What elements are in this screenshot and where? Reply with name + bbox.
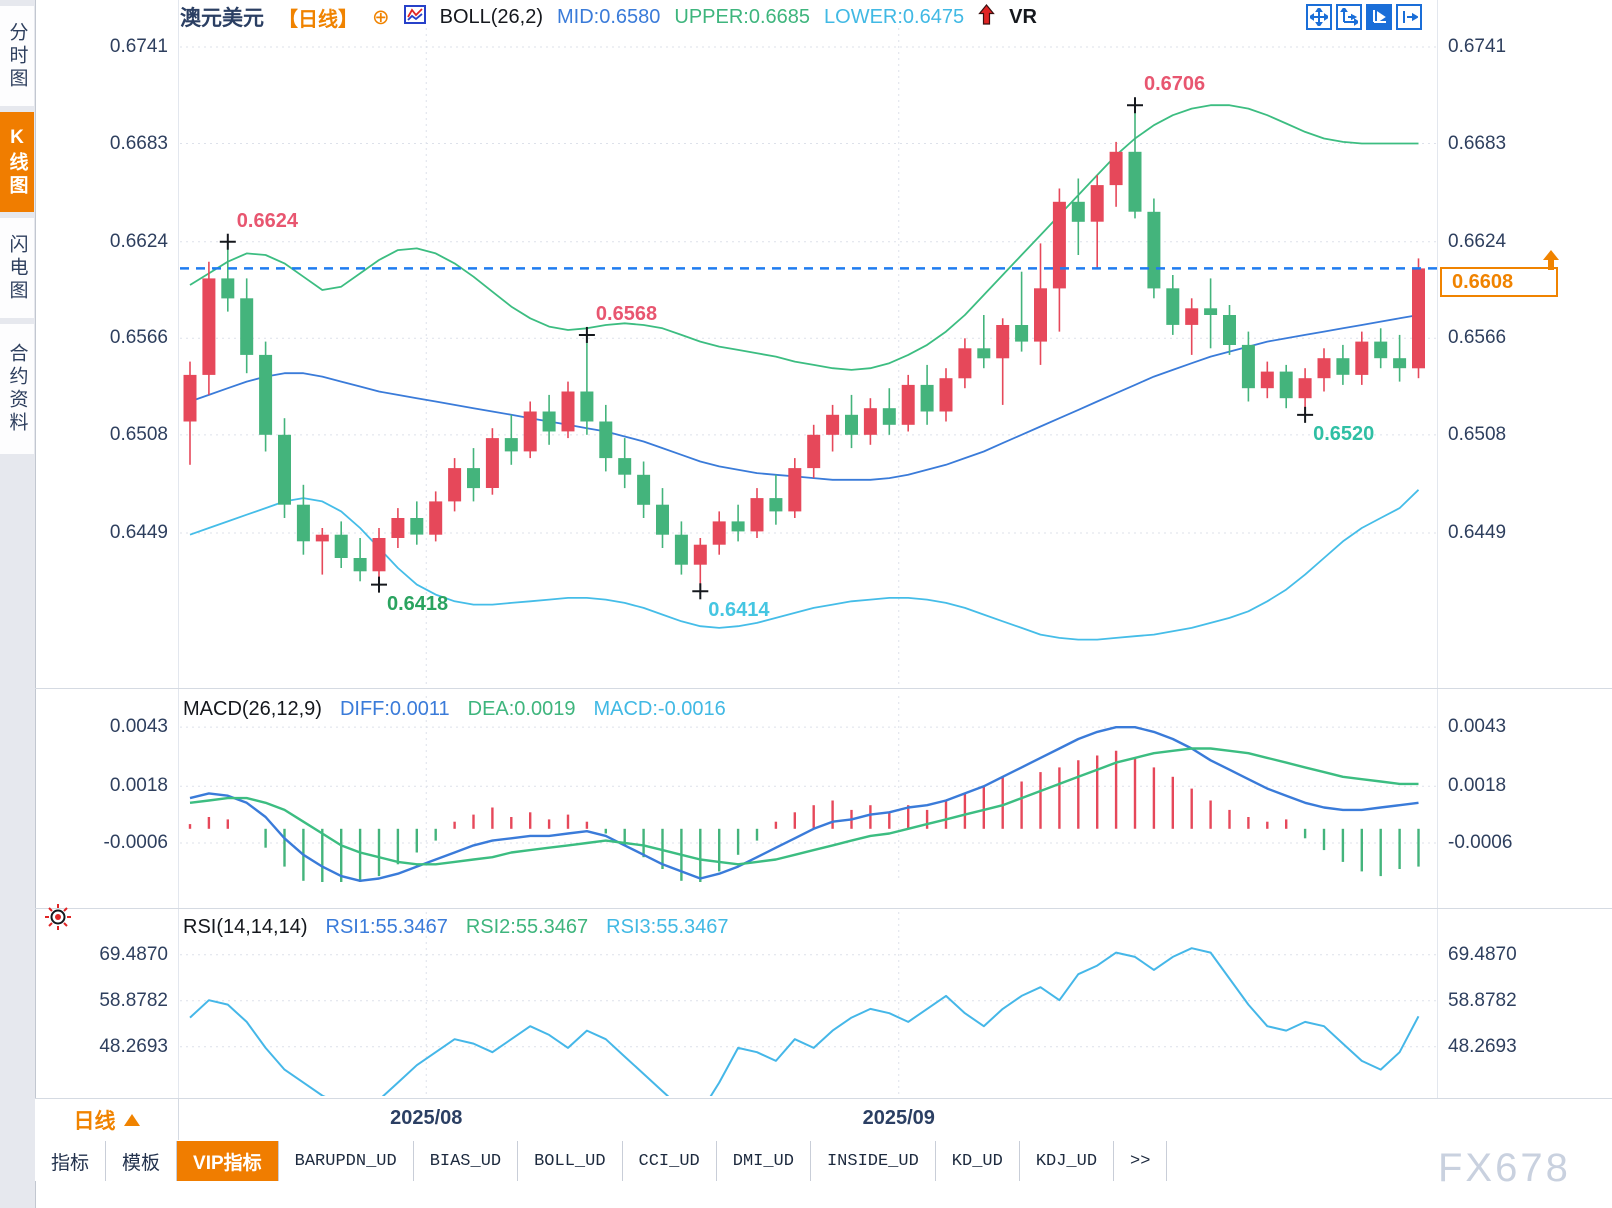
rsi-axis-label: 69.4870	[99, 943, 168, 965]
indicator-tab[interactable]: KDJ_UD	[1020, 1141, 1115, 1181]
price-axis-label: 0.6683	[109, 132, 168, 154]
price-axis-label: 0.6449	[1448, 522, 1507, 544]
sidebar-item-4[interactable]: 合约资料	[0, 324, 34, 454]
macd-axis-label: 0.0018	[109, 775, 168, 797]
sidebar-item-1[interactable]: 分时图	[0, 6, 34, 106]
rsi-axis-label: 58.8782	[99, 989, 168, 1011]
rsi-axis-label: 48.2693	[99, 1035, 168, 1057]
rsi-axis-label: 69.4870	[1448, 943, 1517, 965]
price-axis-label: 0.6449	[109, 522, 168, 544]
price-axis-label: 0.6683	[1448, 132, 1507, 154]
rsi-header: RSI(14,14,14) RSI1:55.3467 RSI2:55.3467 …	[183, 916, 729, 939]
price-annotation: 0.6418	[387, 592, 449, 615]
macd-value: MACD:-0.0016	[593, 698, 726, 720]
date-label: 2025/09	[862, 1107, 935, 1129]
timeframe-tag: 【日线】	[278, 8, 358, 31]
indicator-tab[interactable]: >>	[1114, 1141, 1168, 1181]
price-axis-label: 0.6508	[109, 423, 168, 445]
macd-axis-label: -0.0006	[1448, 832, 1513, 853]
indicator-tab[interactable]: BARUPDN_UD	[279, 1141, 414, 1181]
macd-axis-label: -0.0006	[103, 832, 168, 853]
pan-crosshair-button[interactable]	[1306, 4, 1332, 30]
indicator-chart-icon	[403, 5, 426, 29]
price-annotation: 0.6414	[708, 599, 770, 622]
boll-indicator-label: BOLL(26,2)	[439, 5, 543, 28]
chart-header: 澳元美元 【日线】 ⊕ BOLL(26,2) MID:0.6580 UPPER:…	[180, 2, 1037, 32]
vr-up-arrow-icon	[978, 3, 995, 31]
timeframe-selector[interactable]: 日线	[35, 1099, 179, 1140]
go-to-latest-button[interactable]	[1396, 4, 1422, 30]
vr-indicator-label: VR	[1009, 5, 1037, 28]
sidebar-item-3[interactable]: 闪电图	[0, 218, 34, 318]
timeframe-up-triangle-icon	[123, 1113, 140, 1126]
price-annotation: 0.6706	[1144, 73, 1206, 96]
indicator-tab[interactable]: 模板	[106, 1141, 178, 1181]
price-axis-label: 0.6508	[1448, 423, 1507, 445]
price-axis-label: 0.6566	[109, 327, 168, 349]
watermark: FX678	[1438, 1146, 1571, 1190]
time-axis-row: 日线 2025/08 2025/09	[35, 1098, 1612, 1142]
macd-axis-label: 0.0018	[1448, 775, 1507, 797]
macd-axis-label: 0.0043	[1448, 716, 1507, 738]
plot-right-divider	[1437, 0, 1438, 1098]
current-price-badge: 0.6608	[1440, 267, 1558, 298]
boll-mid-value: MID:0.6580	[557, 5, 661, 28]
price-axis-label: 0.6741	[109, 35, 168, 57]
price-axis-label: 0.6566	[1448, 327, 1507, 349]
label-column-divider	[178, 0, 179, 1098]
boll-lower-value: LOWER:0.6475	[824, 5, 965, 28]
price-axis-label: 0.6741	[1448, 35, 1507, 57]
indicator-tabbar: 指标 模板 VIP指标 BARUPDN_UD BIAS_UD BOLL_UD CCI_UD D…	[35, 1141, 1612, 1181]
macd-diff-value: DIFF:0.0011	[339, 698, 450, 720]
macd-dea-value: DEA:0.0019	[467, 698, 576, 720]
price-annotation: 0.6624	[236, 209, 298, 232]
indicator-tab[interactable]: KD_UD	[936, 1141, 1020, 1181]
alert-sun-icon	[44, 903, 72, 936]
add-indicator-icon[interactable]: ⊕	[372, 5, 390, 29]
price-axis-label: 0.6624	[109, 230, 168, 252]
price-up-arrow-icon	[1540, 248, 1562, 277]
indicator-tab[interactable]: BIAS_UD	[414, 1141, 519, 1181]
symbol-title: 澳元美元	[180, 7, 264, 30]
indicator-tab[interactable]: BOLL_UD	[518, 1141, 623, 1181]
rsi3-value: RSI3:55.3467	[606, 916, 729, 938]
indicator-tab[interactable]: DMI_UD	[717, 1141, 811, 1181]
indicator-tab[interactable]: 指标	[35, 1141, 107, 1181]
macd-name: MACD(26,12,9)	[183, 698, 322, 720]
rsi-panel-divider	[35, 908, 1612, 909]
current-price-value: 0.6608	[1452, 270, 1514, 293]
macd-panel-divider	[35, 688, 1612, 689]
price-annotation: 0.6568	[595, 302, 658, 325]
chart-toolbar	[1306, 4, 1422, 30]
macd-header: MACD(26,12,9) DIFF:0.0011 DEA:0.0019 MAC…	[183, 698, 726, 721]
boll-upper-value: UPPER:0.6685	[674, 5, 811, 28]
indicator-tab[interactable]: VIP指标	[177, 1141, 279, 1181]
rsi-name: RSI(14,14,14)	[183, 916, 308, 938]
axis-scale-button[interactable]	[1336, 4, 1362, 30]
price-annotation: 0.6520	[1313, 422, 1375, 445]
auto-fit-button[interactable]	[1366, 4, 1392, 30]
timeframe-label: 日线	[73, 1109, 116, 1133]
rsi-axis-label: 48.2693	[1448, 1035, 1517, 1057]
sidebar-item-2[interactable]: K线图	[0, 112, 34, 212]
rsi1-value: RSI1:55.3467	[325, 916, 448, 938]
date-label: 2025/08	[390, 1107, 463, 1129]
chart-type-sidebar: 分时图 K线图闪电图合约资料	[0, 0, 36, 1208]
rsi-axis-label: 58.8782	[1448, 989, 1517, 1011]
macd-axis-label: 0.0043	[109, 716, 168, 738]
indicator-tab[interactable]: INSIDE_UD	[811, 1141, 936, 1181]
rsi2-value: RSI2:55.3467	[465, 916, 589, 938]
price-axis-label: 0.6624	[1448, 230, 1507, 252]
indicator-tab[interactable]: CCI_UD	[623, 1141, 717, 1181]
